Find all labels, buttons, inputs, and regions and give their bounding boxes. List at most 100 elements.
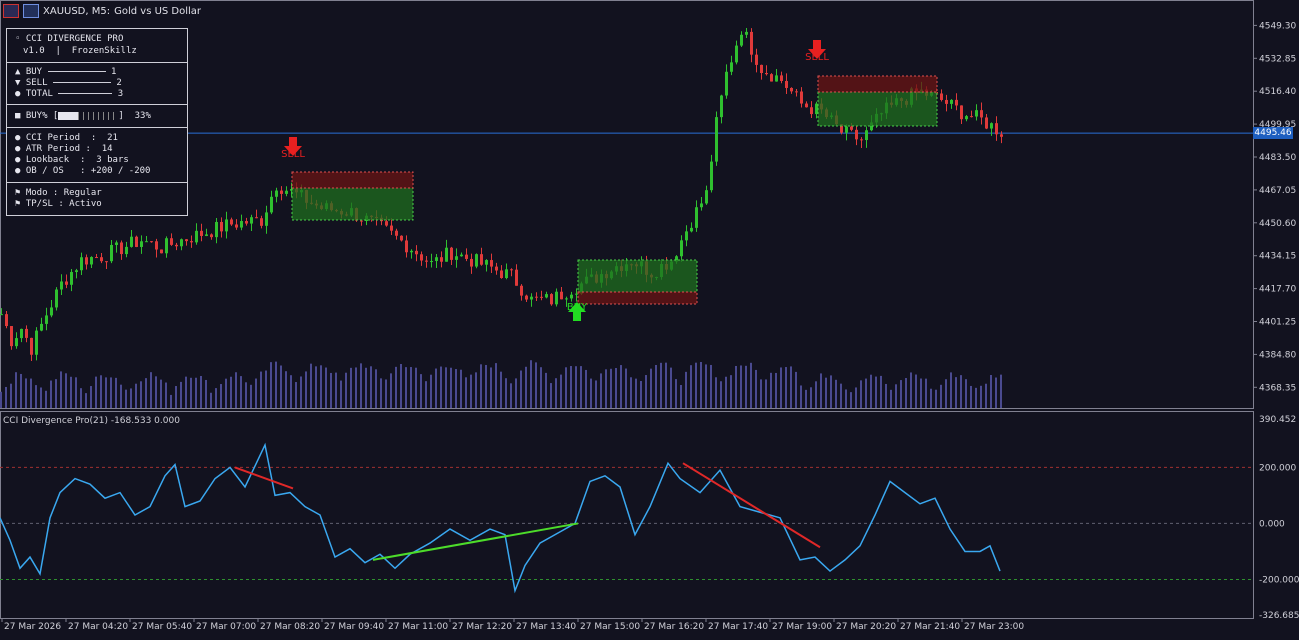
volume-bar bbox=[350, 367, 352, 408]
volume-bar bbox=[5, 386, 7, 408]
symbol-description: Gold vs US Dollar bbox=[114, 5, 202, 17]
volume-bar bbox=[585, 369, 587, 408]
bull-candle bbox=[435, 257, 438, 262]
bear-candle bbox=[795, 91, 798, 93]
volume-bar bbox=[690, 365, 692, 408]
volume-bar bbox=[575, 366, 577, 408]
bull-candle bbox=[240, 221, 243, 228]
cci-axis-label: 390.452 bbox=[1259, 415, 1296, 425]
atr-period-row: ● ATR Period : 14 bbox=[15, 144, 113, 154]
volume-bar bbox=[170, 394, 172, 408]
volume-bar bbox=[975, 387, 977, 408]
volume-bar bbox=[85, 393, 87, 408]
volume-bar bbox=[755, 369, 757, 408]
bull-candle bbox=[270, 196, 273, 213]
volume-bar bbox=[30, 378, 32, 408]
volume-bar bbox=[385, 379, 387, 408]
volume-bar bbox=[845, 389, 847, 408]
volume-bar bbox=[390, 373, 392, 408]
volume-bar bbox=[10, 383, 12, 408]
bull-candle bbox=[870, 122, 873, 131]
volume-bar bbox=[240, 376, 242, 408]
volume-bar bbox=[20, 373, 22, 408]
time-tick-label: 27 Mar 17:40 bbox=[708, 622, 768, 632]
bear-candle bbox=[770, 74, 773, 82]
volume-bar bbox=[810, 387, 812, 408]
volume-bar bbox=[190, 377, 192, 408]
volume-bar bbox=[115, 377, 117, 408]
bear-candle bbox=[945, 99, 948, 104]
volume-bar bbox=[315, 366, 317, 408]
bear-candle bbox=[5, 314, 8, 327]
bear-candle bbox=[535, 296, 538, 298]
bear-candle bbox=[400, 235, 403, 241]
volume-bar bbox=[490, 367, 492, 408]
bull-candle bbox=[0, 314, 3, 316]
bull-candle bbox=[40, 323, 43, 331]
volume-bar bbox=[55, 379, 57, 408]
bull-candle bbox=[455, 256, 458, 260]
time-tick-label: 27 Mar 21:40 bbox=[900, 622, 960, 632]
volume-bar bbox=[855, 387, 857, 408]
volume-bar bbox=[210, 392, 212, 408]
bull-candle bbox=[710, 161, 713, 191]
volume-bar bbox=[740, 365, 742, 408]
bull-candle bbox=[15, 338, 18, 347]
bear-candle bbox=[280, 190, 283, 194]
bear-candle bbox=[960, 105, 963, 120]
volume-bar bbox=[360, 363, 362, 408]
bear-candle bbox=[230, 219, 233, 225]
bear-candle bbox=[490, 260, 493, 267]
volume-bar bbox=[540, 367, 542, 408]
chart-menu-icon[interactable] bbox=[3, 4, 19, 18]
volume-bar bbox=[135, 383, 137, 408]
divider bbox=[7, 127, 187, 128]
volume-bar bbox=[380, 378, 382, 408]
price-tick-label: 4532.85 bbox=[1259, 54, 1296, 64]
volume-bar bbox=[600, 373, 602, 408]
volume-bar bbox=[400, 364, 402, 408]
volume-bar bbox=[815, 381, 817, 408]
volume-bar bbox=[470, 374, 472, 408]
sl-zone bbox=[291, 171, 414, 189]
time-tick-label: 27 Mar 2026 bbox=[4, 622, 61, 632]
bear-candle bbox=[1000, 134, 1003, 137]
time-tick-label: 27 Mar 12:20 bbox=[452, 622, 512, 632]
bear-candle bbox=[840, 124, 843, 133]
bear-candle bbox=[470, 258, 473, 267]
lookback-label: ● Lookback bbox=[15, 155, 70, 165]
volume-bar bbox=[60, 371, 62, 408]
bear-candle bbox=[220, 221, 223, 232]
buy-pct-row: ■ BUY% [] 33% bbox=[15, 111, 151, 121]
bull-candle bbox=[125, 246, 128, 255]
volume-bar bbox=[455, 369, 457, 408]
panel-version: v1.0 | FrozenSkillz bbox=[23, 46, 137, 56]
bull-candle bbox=[570, 294, 573, 299]
volume-bar bbox=[710, 364, 712, 408]
volume-bar bbox=[505, 378, 507, 408]
sell-arrow-icon bbox=[808, 40, 826, 59]
volume-bar bbox=[150, 372, 152, 408]
time-tick-label: 27 Mar 20:20 bbox=[836, 622, 896, 632]
volume-bar bbox=[900, 380, 902, 408]
bull-candle bbox=[715, 117, 718, 162]
volume-bar bbox=[665, 362, 667, 408]
volume-bar bbox=[945, 379, 947, 408]
bull-candle bbox=[775, 75, 778, 82]
price-tick-label: 4434.15 bbox=[1259, 252, 1296, 262]
bull-candle bbox=[90, 257, 93, 265]
buy-pct-label: ■ BUY% bbox=[15, 111, 48, 121]
bear-candle bbox=[560, 291, 563, 300]
bull-candle bbox=[165, 238, 168, 254]
bull-candle bbox=[250, 217, 253, 224]
volume-bar bbox=[570, 366, 572, 408]
volume-bar bbox=[745, 365, 747, 408]
bear-candle bbox=[185, 239, 188, 242]
bull-candle bbox=[225, 219, 228, 232]
volume-bar bbox=[335, 372, 337, 408]
price-tick-label: 4401.25 bbox=[1259, 318, 1296, 328]
volume-bar bbox=[720, 381, 722, 408]
volume-bar bbox=[650, 368, 652, 408]
